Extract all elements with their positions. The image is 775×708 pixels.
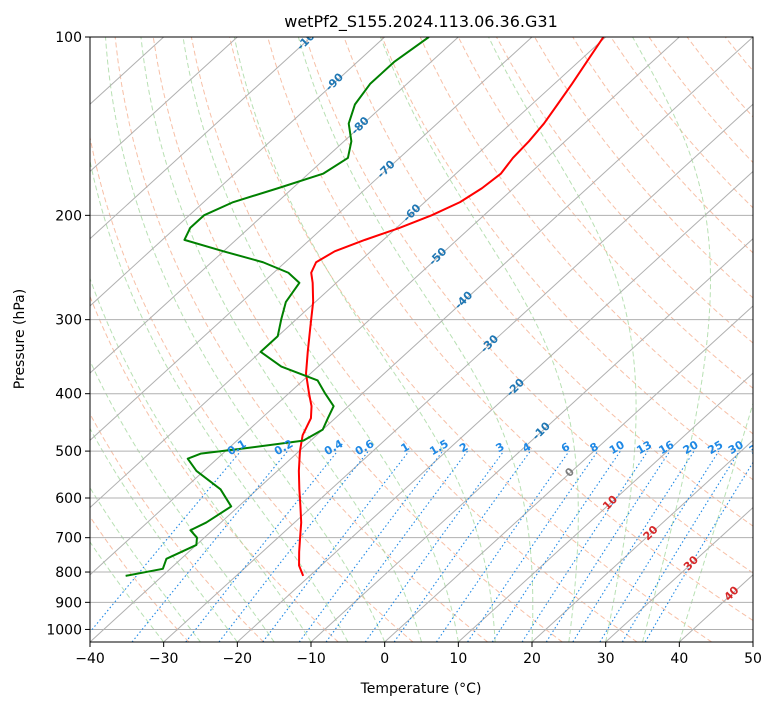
x-axis-title: Temperature (°C) xyxy=(360,681,482,697)
isotherm-line xyxy=(90,37,680,576)
y-axis-title: Pressure (hPa) xyxy=(12,289,28,389)
isotherm-line xyxy=(457,372,753,642)
dry-adiabat-line xyxy=(457,37,753,389)
y-tick-label: 500 xyxy=(55,444,82,460)
mixing-ratio-line xyxy=(435,450,570,642)
mixing-ratio-line xyxy=(467,450,599,642)
moist-adiabat-line xyxy=(488,37,637,642)
isotherm-line xyxy=(90,37,753,642)
x-tick-label: 40 xyxy=(670,651,688,667)
dry-adiabat-line xyxy=(90,412,264,642)
isotherm-line xyxy=(384,305,753,642)
x-tick-label: 10 xyxy=(449,651,467,667)
moist-adiabat-line xyxy=(233,37,496,642)
isotherm-line xyxy=(90,37,459,374)
moist-adiabat-line xyxy=(90,158,349,642)
mixing-ratio-line xyxy=(521,450,649,642)
moist-adiabats xyxy=(90,37,753,642)
dry-adiabat-line xyxy=(267,37,753,622)
isotherm-line xyxy=(90,37,386,307)
moist-adiabat-line xyxy=(297,37,534,642)
dry-adiabat-line xyxy=(305,37,753,574)
moist-adiabat-line xyxy=(140,37,422,642)
mixing-ratio-line xyxy=(393,450,531,642)
mixing-ratio-line xyxy=(185,450,338,642)
profile-series xyxy=(125,37,605,577)
mixing-ratio-line xyxy=(298,450,444,642)
x-axis-ticks: −40 −30 −20 −10 0 10 20 30 40 50 xyxy=(75,642,762,667)
y-tick-label: 900 xyxy=(55,595,82,611)
x-tick-label: −20 xyxy=(223,651,253,667)
mixing-ratio-line xyxy=(262,450,410,642)
x-tick-label: −10 xyxy=(296,651,326,667)
isotherm-line xyxy=(310,237,753,642)
y-tick-label: 400 xyxy=(55,387,82,403)
y-tick-label: 300 xyxy=(55,313,82,329)
mixing-ratio-line xyxy=(545,450,671,642)
mixing-ratio-line xyxy=(90,450,242,633)
x-tick-label: 20 xyxy=(523,651,541,667)
moist-adiabat-line xyxy=(90,427,238,642)
moist-adiabat-line xyxy=(182,37,459,642)
y-axis-ticks: 100 200 300 400 500 600 700 800 900 1000 xyxy=(46,30,90,638)
y-tick-label: 700 xyxy=(55,531,82,547)
moist-adiabat-line xyxy=(632,37,712,642)
mixing-ratio-line xyxy=(325,450,468,642)
isotherm-line xyxy=(90,37,238,173)
chart-title: wetPf2_S155.2024.113.06.36.G31 xyxy=(284,12,558,32)
x-tick-label: −40 xyxy=(75,651,105,667)
dry-adiabat-line xyxy=(495,37,753,344)
temperature-profile-line xyxy=(297,37,605,577)
dry-adiabat-line xyxy=(114,37,488,642)
moist-adiabat-line xyxy=(678,401,753,642)
y-tick-label: 600 xyxy=(55,491,82,507)
isotherm-line xyxy=(90,37,312,240)
dewpoint-profile-line xyxy=(125,37,430,577)
dry-adiabat-line xyxy=(343,37,753,527)
mixing-ratio-line xyxy=(491,450,621,642)
y-tick-label: 800 xyxy=(55,565,82,581)
isotherm-line xyxy=(531,439,753,642)
mixing-ratio-line xyxy=(364,450,505,642)
mixing-ratio-label: 36 xyxy=(747,438,767,457)
mixing-ratio-line xyxy=(131,450,289,642)
dry-adiabat-line xyxy=(534,37,753,299)
plot-area: -100-90-80-70-60-50-40-30-20-10010203040… xyxy=(90,37,767,642)
isotherm-line xyxy=(605,506,753,642)
isotherm-line xyxy=(236,170,753,642)
dry-adiabats xyxy=(90,37,753,642)
isotherm-line xyxy=(90,37,533,442)
y-tick-label: 100 xyxy=(55,30,82,46)
pressure-gridlines xyxy=(90,37,753,630)
x-tick-label: 0 xyxy=(380,651,389,667)
x-tick-label: 30 xyxy=(597,651,615,667)
moist-adiabat-line xyxy=(380,37,579,642)
x-tick-label: −30 xyxy=(149,651,179,667)
mixing-ratio-line xyxy=(572,450,695,642)
y-tick-label: 200 xyxy=(55,208,82,224)
dry-adiabat-line xyxy=(190,37,638,642)
isotherm-line xyxy=(163,103,753,642)
mixing-ratio-line xyxy=(621,450,740,642)
y-tick-label: 1000 xyxy=(46,622,82,638)
mixing-ratio-lines xyxy=(90,450,753,642)
dry-adiabat-line xyxy=(381,37,753,481)
plot-frame xyxy=(89,36,754,643)
dry-adiabat-line xyxy=(152,37,563,642)
moist-adiabat-line xyxy=(90,359,275,642)
dry-adiabat-line xyxy=(229,37,713,642)
dry-adiabat-line xyxy=(419,37,753,435)
x-tick-label: 50 xyxy=(744,651,762,667)
